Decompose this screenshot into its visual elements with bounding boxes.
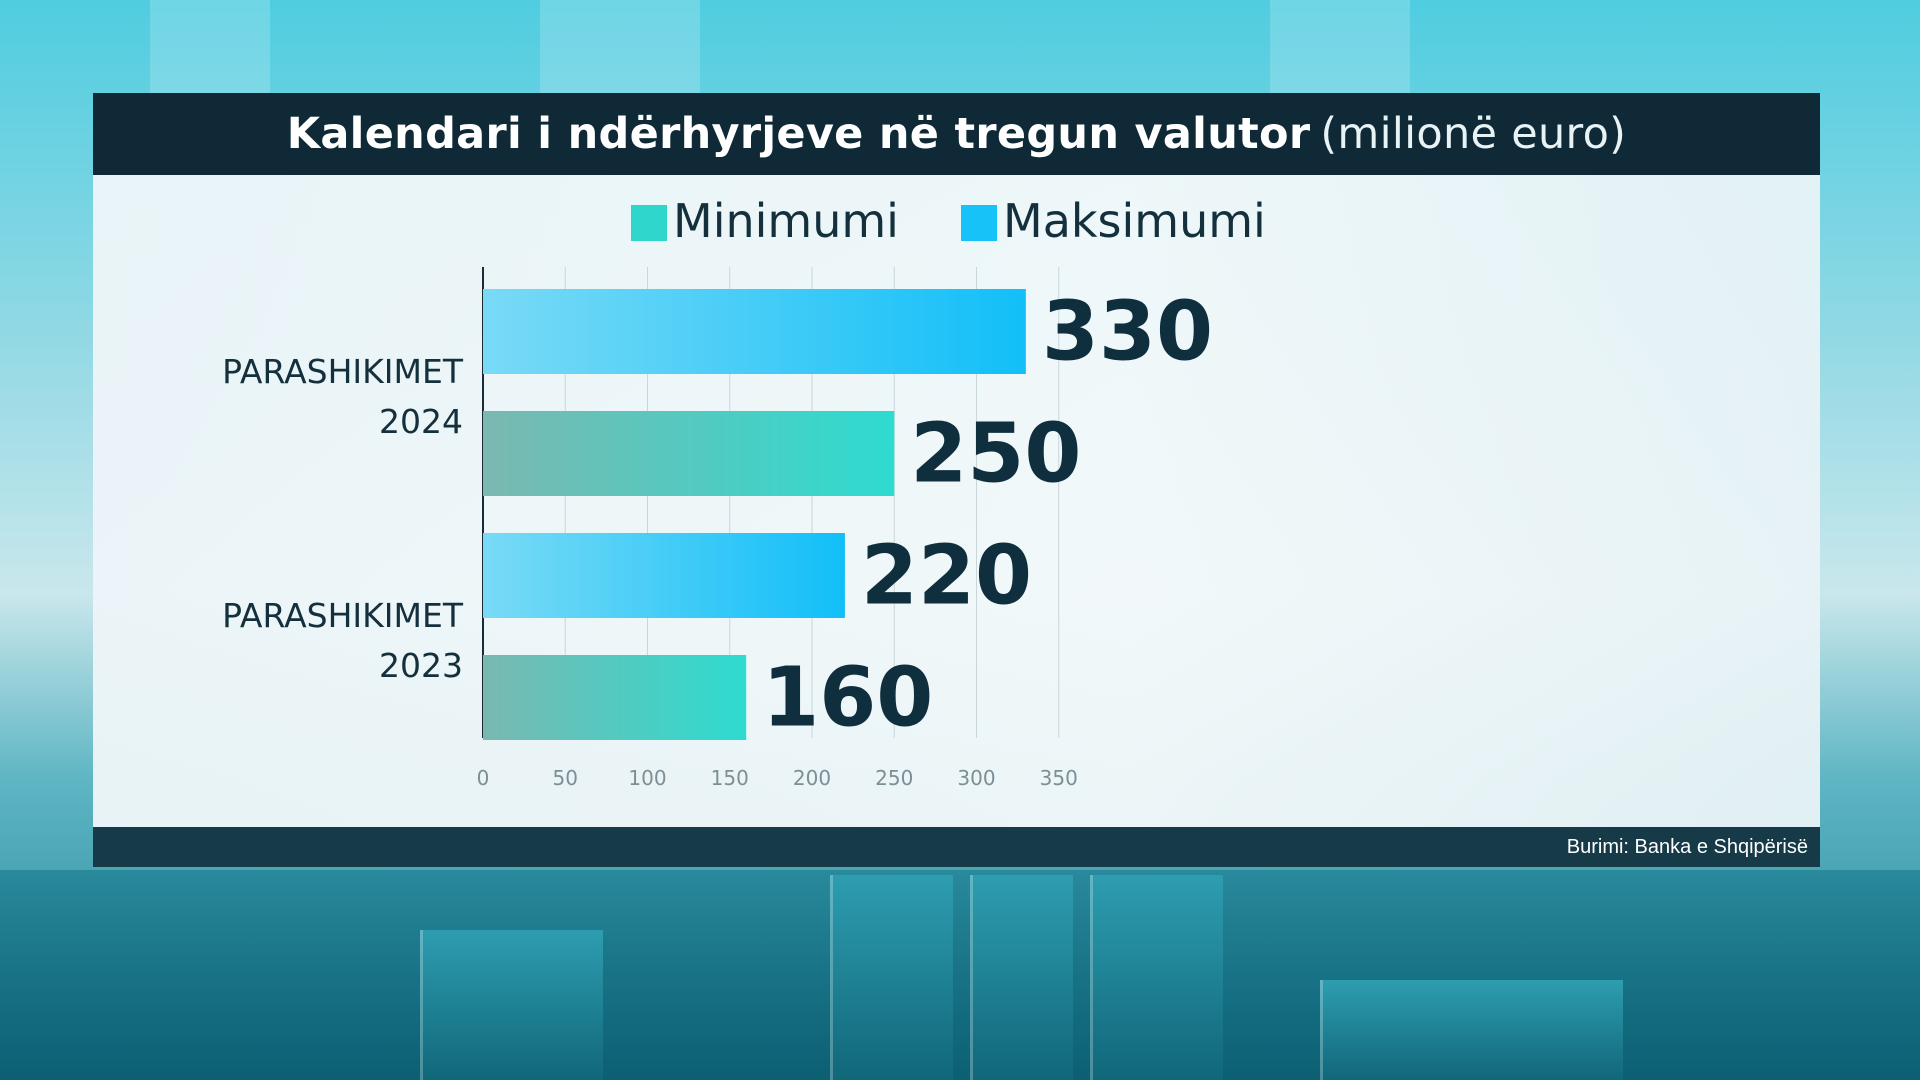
background-slat xyxy=(1090,875,1223,1080)
bar-value-label: 220 xyxy=(861,529,1032,624)
chart-title-unit: (milionë euro) xyxy=(1320,109,1627,159)
background-pillar xyxy=(1270,0,1410,95)
x-tick-label: 0 xyxy=(477,766,490,790)
chart-panel: Kalendari i ndërhyrjeve në tregun valuto… xyxy=(93,93,1820,873)
bar-value-label: 250 xyxy=(910,407,1081,502)
x-tick-label: 150 xyxy=(711,766,749,790)
category-label: PARASHIKIMET xyxy=(222,596,464,635)
chart-title-bar: Kalendari i ndërhyrjeve në tregun valuto… xyxy=(93,93,1820,175)
bar-maksimumi xyxy=(483,533,845,618)
category-label: PARASHIKIMET xyxy=(222,352,464,391)
category-label: 2024 xyxy=(379,402,463,441)
chart-title: Kalendari i ndërhyrjeve në tregun valuto… xyxy=(286,109,1311,159)
background-slat xyxy=(1320,980,1623,1080)
bar-minimumi xyxy=(483,411,895,496)
x-tick-label: 350 xyxy=(1040,766,1078,790)
bar-chart: 0 50 100 150 200 250 300 350 330 250 PARASHIKIMET… xyxy=(222,194,1266,790)
x-tick-label: 50 xyxy=(553,766,578,790)
x-tick-label: 200 xyxy=(793,766,831,790)
background-slat xyxy=(420,930,603,1080)
x-tick-label: 300 xyxy=(957,766,995,790)
bar-minimumi xyxy=(483,655,747,740)
background-pillar xyxy=(150,0,270,95)
legend-swatch xyxy=(961,205,997,241)
bar-value-label: 330 xyxy=(1042,285,1213,380)
legend-swatch xyxy=(631,205,667,241)
chart-area: 0 50 100 150 200 250 300 350 330 250 PARASHIKIMET… xyxy=(93,175,1820,827)
bar-value-label: 160 xyxy=(762,651,933,746)
bar-maksimumi xyxy=(483,289,1026,374)
x-tick-label: 100 xyxy=(628,766,666,790)
category-label: 2023 xyxy=(379,646,463,685)
background-floor xyxy=(0,870,1920,1080)
x-tick-label: 250 xyxy=(875,766,913,790)
source-text: Burimi: Banka e Shqipërisë xyxy=(1566,836,1808,858)
background-slat xyxy=(970,875,1073,1080)
background-slat xyxy=(830,875,953,1080)
legend-label: Maksimumi xyxy=(1003,194,1266,248)
background-pillar xyxy=(540,0,700,95)
legend-label: Minimumi xyxy=(673,194,899,248)
source-bar: Burimi: Banka e Shqipërisë xyxy=(93,827,1820,867)
